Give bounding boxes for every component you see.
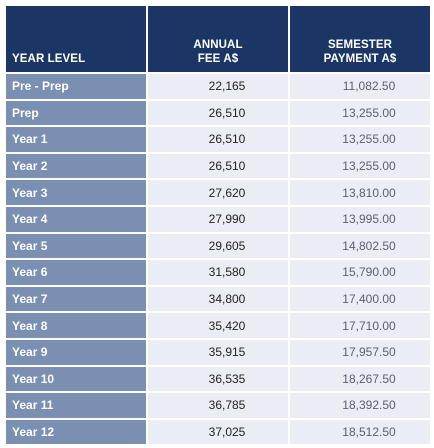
semester-payment-cell: 14,802.50	[290, 233, 430, 259]
year-level-cell: Year 1	[6, 127, 146, 152]
semester-payment-cell: 18,267.50	[290, 366, 430, 392]
table-row: Year 8 35,420 17,710.00	[6, 313, 430, 338]
table-row: Year 11 36,785 18,392.50	[6, 393, 430, 418]
table-row: Year 3 27,620 13,810.00	[6, 180, 430, 205]
table-body: Pre - Prep 22,165 11,082.50 Prep 26,510 …	[6, 74, 430, 445]
header-semester-payment: SEMESTER PAYMENT A$	[290, 6, 430, 72]
year-level-cell: Year 4	[6, 206, 146, 232]
table-row: Prep 26,510 13,255.00	[6, 100, 430, 126]
header-semester-line1: SEMESTER	[327, 39, 393, 51]
year-level-cell: Year 2	[6, 153, 146, 179]
semester-payment-cell: 13,995.00	[290, 206, 430, 232]
semester-payment-cell: 15,790.00	[290, 260, 430, 285]
header-annual-line2: FEE A$	[197, 53, 239, 65]
semester-payment-cell: 11,082.50	[290, 74, 430, 99]
year-level-cell: Year 7	[6, 286, 146, 312]
year-level-cell: Year 8	[6, 313, 146, 338]
table-row: Pre - Prep 22,165 11,082.50	[6, 74, 430, 99]
table-row: Year 2 26,510 13,255.00	[6, 153, 430, 179]
table-row: Year 12 37,025 18,512.50	[6, 419, 430, 445]
annual-fee-cell: 35,420	[148, 313, 288, 338]
annual-fee-cell: 26,510	[148, 100, 288, 126]
annual-fee-cell: 36,535	[148, 366, 288, 392]
table-row: Year 7 34,800 17,400.00	[6, 286, 430, 312]
annual-fee-cell: 22,165	[148, 74, 288, 99]
annual-fee-cell: 31,580	[148, 260, 288, 285]
annual-fee-cell: 26,510	[148, 153, 288, 179]
annual-fee-cell: 36,785	[148, 393, 288, 418]
semester-payment-cell: 17,400.00	[290, 286, 430, 312]
year-level-cell: Prep	[6, 100, 146, 126]
semester-payment-cell: 17,957.50	[290, 339, 430, 365]
annual-fee-cell: 27,990	[148, 206, 288, 232]
year-level-cell: Year 11	[6, 393, 146, 418]
school-fee-table: YEAR LEVEL ANNUAL FEE A$ SEMESTER PAYMEN…	[4, 4, 432, 446]
table-row: Year 9 35,915 17,957.50	[6, 339, 430, 365]
table-header: YEAR LEVEL ANNUAL FEE A$ SEMESTER PAYMEN…	[6, 6, 430, 72]
annual-fee-cell: 29,605	[148, 233, 288, 259]
table-row: Year 5 29,605 14,802.50	[6, 233, 430, 259]
semester-payment-cell: 18,392.50	[290, 393, 430, 418]
table-row: Year 6 31,580 15,790.00	[6, 260, 430, 285]
semester-payment-cell: 13,255.00	[290, 127, 430, 152]
header-annual-line1: ANNUAL	[193, 39, 243, 51]
semester-payment-cell: 17,710.00	[290, 313, 430, 338]
header-row: YEAR LEVEL ANNUAL FEE A$ SEMESTER PAYMEN…	[6, 6, 430, 72]
year-level-cell: Year 10	[6, 366, 146, 392]
semester-payment-cell: 18,512.50	[290, 419, 430, 445]
semester-payment-cell: 13,255.00	[290, 100, 430, 126]
annual-fee-cell: 37,025	[148, 419, 288, 445]
year-level-cell: Year 6	[6, 260, 146, 285]
annual-fee-cell: 34,800	[148, 286, 288, 312]
table-row: Year 1 26,510 13,255.00	[6, 127, 430, 152]
header-year-level-label: YEAR LEVEL	[12, 53, 86, 65]
annual-fee-cell: 27,620	[148, 180, 288, 205]
year-level-cell: Year 3	[6, 180, 146, 205]
header-year-level: YEAR LEVEL	[6, 6, 146, 72]
annual-fee-cell: 35,915	[148, 339, 288, 365]
table-row: Year 4 27,990 13,995.00	[6, 206, 430, 232]
table-row: Year 10 36,535 18,267.50	[6, 366, 430, 392]
header-annual-fee: ANNUAL FEE A$	[148, 6, 288, 72]
semester-payment-cell: 13,810.00	[290, 180, 430, 205]
semester-payment-cell: 13,255.00	[290, 153, 430, 179]
year-level-cell: Year 5	[6, 233, 146, 259]
annual-fee-cell: 26,510	[148, 127, 288, 152]
year-level-cell: Year 9	[6, 339, 146, 365]
year-level-cell: Pre - Prep	[6, 74, 146, 99]
year-level-cell: Year 12	[6, 419, 146, 445]
header-semester-line2: PAYMENT A$	[323, 53, 397, 65]
